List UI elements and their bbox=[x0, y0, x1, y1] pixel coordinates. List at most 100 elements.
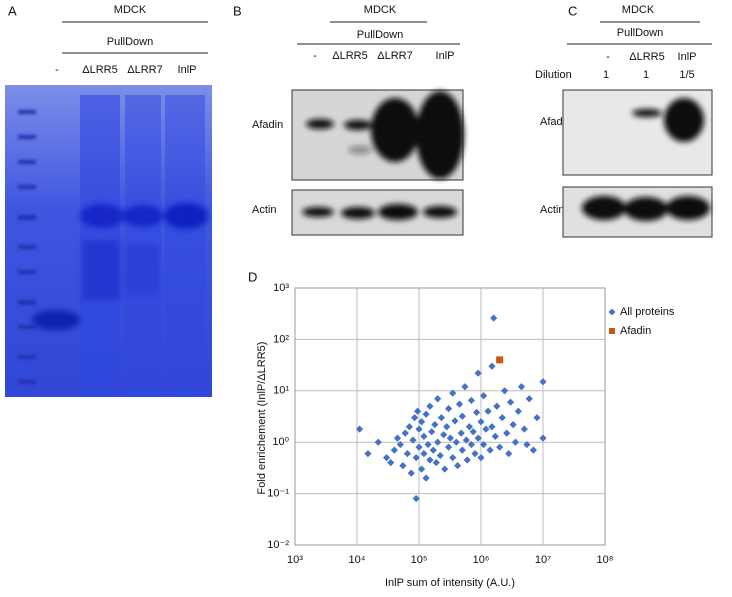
point bbox=[533, 414, 541, 422]
point bbox=[477, 418, 485, 426]
point bbox=[461, 383, 469, 391]
point bbox=[436, 451, 444, 460]
point bbox=[473, 408, 481, 416]
point bbox=[403, 450, 412, 458]
point bbox=[434, 395, 442, 403]
point bbox=[509, 420, 517, 429]
legend-label: All proteins bbox=[620, 306, 675, 318]
lane-label: InlP bbox=[436, 50, 455, 62]
subgroup-label: PullDown bbox=[617, 27, 663, 39]
point bbox=[488, 362, 496, 370]
dilution-value: 1 bbox=[643, 69, 649, 81]
point bbox=[539, 378, 547, 386]
point bbox=[474, 434, 482, 442]
x-tick-label: 10³ bbox=[287, 554, 303, 566]
point bbox=[493, 402, 501, 410]
point bbox=[506, 398, 515, 406]
lane-label: ΔLRR7 bbox=[377, 50, 412, 62]
y-tick-label: 10² bbox=[273, 333, 289, 345]
point bbox=[525, 395, 533, 403]
group-label: MDCK bbox=[114, 4, 147, 16]
lane-label: - bbox=[55, 64, 59, 76]
point bbox=[452, 438, 460, 446]
point bbox=[486, 446, 494, 454]
point bbox=[428, 428, 436, 436]
subgroup-label: PullDown bbox=[357, 29, 403, 41]
legend-swatch bbox=[609, 328, 615, 334]
panel-label: C bbox=[568, 3, 577, 18]
point bbox=[498, 414, 506, 422]
legend-swatch bbox=[608, 308, 616, 316]
point bbox=[426, 402, 434, 410]
point bbox=[415, 425, 423, 433]
point bbox=[457, 429, 465, 437]
point bbox=[451, 417, 459, 425]
y-tick-label: 10⁻² bbox=[267, 539, 289, 551]
point bbox=[417, 418, 426, 426]
lane-label: - bbox=[606, 51, 610, 63]
lane-label: InlP bbox=[178, 64, 197, 76]
point bbox=[409, 436, 417, 444]
point bbox=[422, 474, 430, 482]
point bbox=[407, 469, 415, 477]
point bbox=[412, 494, 420, 503]
point bbox=[441, 465, 449, 473]
point bbox=[458, 446, 466, 454]
group-label: MDCK bbox=[364, 4, 397, 16]
point bbox=[503, 429, 511, 437]
blot-image bbox=[562, 89, 713, 238]
point bbox=[396, 440, 404, 449]
dilution-value: 1/5 bbox=[679, 69, 694, 81]
point bbox=[429, 446, 437, 454]
point bbox=[440, 431, 448, 439]
point bbox=[484, 407, 492, 415]
point bbox=[539, 434, 547, 442]
y-tick-label: 10³ bbox=[273, 282, 289, 294]
lane-label: InlP bbox=[678, 51, 697, 63]
point bbox=[444, 405, 453, 413]
y-axis-title: Fold enrichement (InlP/ΔLRR5) bbox=[256, 342, 268, 495]
point bbox=[467, 396, 475, 405]
x-tick-label: 10⁵ bbox=[411, 554, 428, 566]
y-tick-label: 10⁰ bbox=[272, 436, 289, 448]
point bbox=[432, 459, 440, 467]
x-tick-label: 10⁸ bbox=[597, 554, 614, 566]
point bbox=[488, 423, 496, 431]
point bbox=[523, 440, 531, 449]
point bbox=[490, 314, 498, 322]
lane-label: - bbox=[313, 50, 317, 62]
plot-frame bbox=[294, 287, 606, 546]
point bbox=[444, 443, 453, 451]
point bbox=[449, 389, 457, 397]
point bbox=[434, 438, 442, 446]
point bbox=[455, 400, 464, 408]
point bbox=[479, 440, 488, 449]
point bbox=[355, 425, 364, 433]
point bbox=[446, 434, 454, 442]
point bbox=[411, 414, 419, 422]
lane-label: ΔLRR5 bbox=[82, 64, 117, 76]
point bbox=[463, 456, 471, 464]
gel-image bbox=[5, 85, 212, 397]
point bbox=[462, 436, 470, 444]
point bbox=[412, 454, 420, 462]
point bbox=[529, 446, 537, 454]
panel-label: B bbox=[233, 3, 242, 18]
point bbox=[458, 412, 466, 420]
y-tick-label: 10⁻¹ bbox=[267, 488, 289, 500]
point bbox=[390, 446, 398, 454]
lane-label: ΔLRR5 bbox=[629, 51, 664, 63]
point bbox=[401, 429, 409, 437]
point bbox=[399, 462, 407, 470]
point bbox=[443, 423, 451, 431]
point bbox=[496, 356, 504, 364]
blot-label: Actin bbox=[252, 204, 276, 216]
point bbox=[517, 383, 526, 391]
point bbox=[414, 407, 422, 415]
x-tick-label: 10⁴ bbox=[349, 554, 366, 566]
point bbox=[431, 420, 439, 429]
point bbox=[426, 456, 434, 464]
point bbox=[422, 410, 430, 418]
